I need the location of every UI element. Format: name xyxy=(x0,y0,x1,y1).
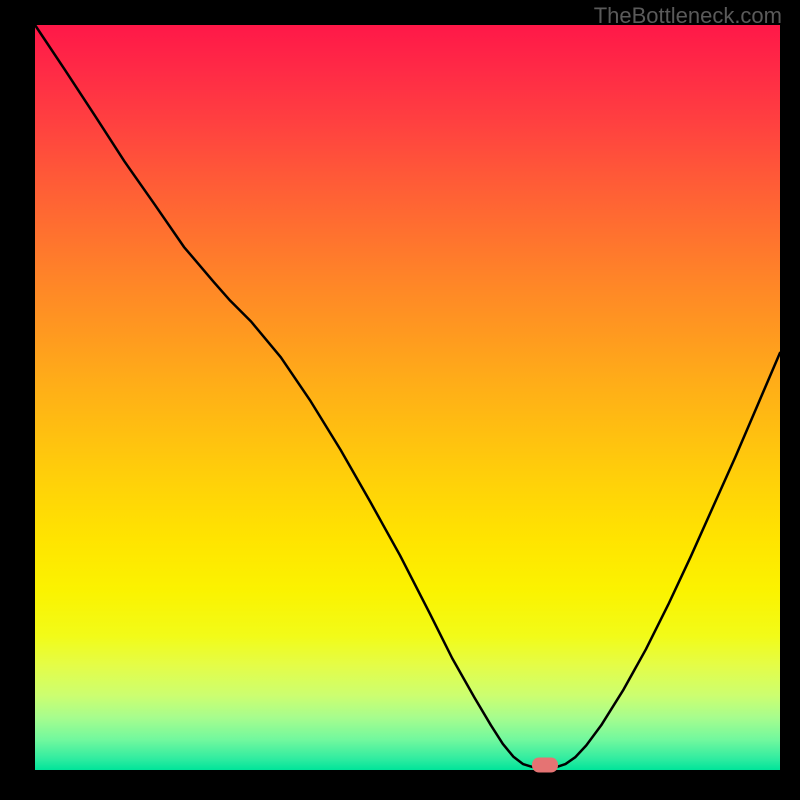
plot-area xyxy=(35,25,780,770)
optimal-marker xyxy=(532,757,558,772)
chart-container: TheBottleneck.com xyxy=(0,0,800,800)
bottleneck-curve xyxy=(35,25,780,770)
watermark-text: TheBottleneck.com xyxy=(594,3,782,29)
